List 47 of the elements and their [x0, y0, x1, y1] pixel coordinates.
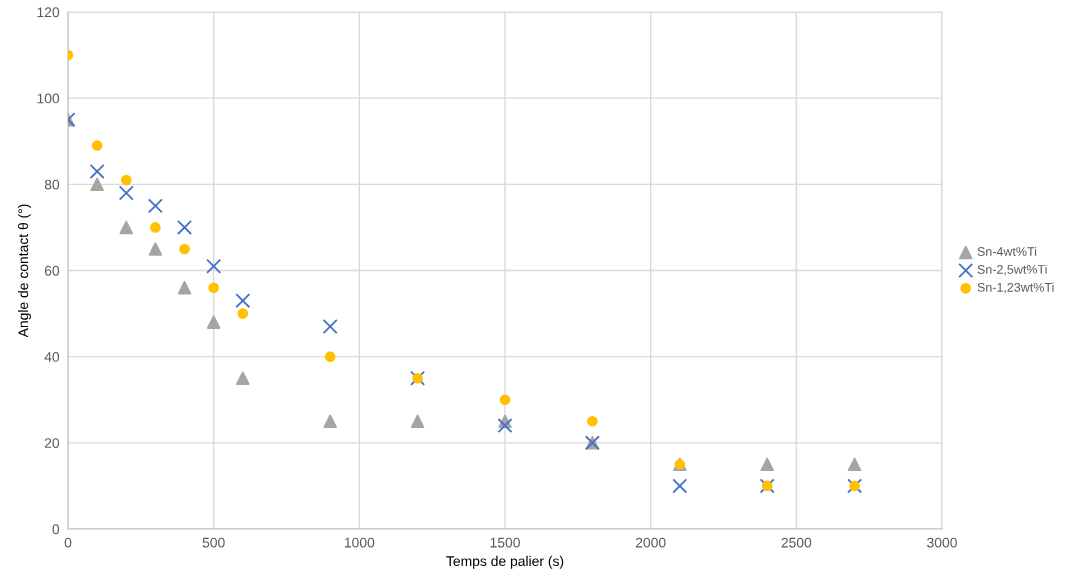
- point: [760, 457, 774, 472]
- point: [119, 220, 133, 235]
- point: [90, 177, 104, 192]
- point: [235, 293, 251, 309]
- point: [150, 222, 161, 233]
- point: [118, 185, 134, 201]
- point: [499, 394, 511, 406]
- point: [672, 478, 688, 494]
- legend-label: Sn-2,5wt%Ti: [977, 264, 1047, 276]
- y-tick-label: 100: [37, 93, 60, 104]
- point: [206, 258, 222, 274]
- y-tick-label: 20: [44, 438, 60, 448]
- x-tick-label: 3000: [927, 537, 957, 548]
- y-tick-label: 80: [44, 179, 60, 190]
- legend-label: Sn-4wt%Ti: [977, 246, 1037, 256]
- point: [323, 414, 337, 429]
- point: [147, 198, 163, 214]
- legend-label: Sn-1,23wt%Ti: [977, 282, 1054, 294]
- x-tick-label: 1500: [490, 537, 520, 548]
- point: [847, 457, 862, 472]
- point: [410, 414, 425, 429]
- point: [497, 418, 513, 434]
- point: [177, 281, 192, 295]
- y-tick-label: 0: [52, 524, 60, 535]
- x-tick-label: 2000: [635, 537, 666, 548]
- point: [91, 140, 103, 151]
- x-axis-title: Temps de palier (s): [446, 555, 564, 569]
- point: [120, 174, 132, 186]
- point: [237, 308, 249, 319]
- point: [179, 243, 190, 255]
- y-axis-title: Angle de contact θ (°): [17, 204, 31, 338]
- point: [89, 163, 105, 179]
- point: [206, 315, 221, 329]
- point: [208, 282, 219, 294]
- point: [587, 415, 598, 427]
- x-tick-label: 1000: [344, 537, 375, 548]
- point: [177, 219, 193, 235]
- point: [148, 242, 163, 256]
- y-tick-label: 60: [44, 265, 60, 276]
- point: [236, 371, 250, 385]
- y-tick-label: 120: [37, 7, 60, 18]
- x-tick-label: 0: [64, 537, 72, 548]
- point: [324, 351, 336, 362]
- y-tick-label: 40: [44, 352, 60, 362]
- x-tick-label: 2500: [781, 537, 812, 548]
- point: [322, 319, 338, 335]
- x-tick-label: 500: [202, 537, 225, 548]
